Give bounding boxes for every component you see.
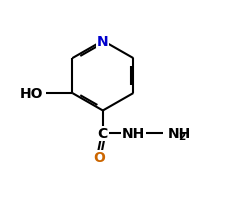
Text: 2: 2 [178, 132, 186, 142]
Text: O: O [93, 151, 105, 165]
Text: N: N [97, 34, 109, 48]
Text: NH: NH [168, 127, 191, 141]
Text: HO: HO [19, 87, 43, 101]
Text: NH: NH [122, 127, 145, 141]
Text: C: C [98, 127, 108, 141]
